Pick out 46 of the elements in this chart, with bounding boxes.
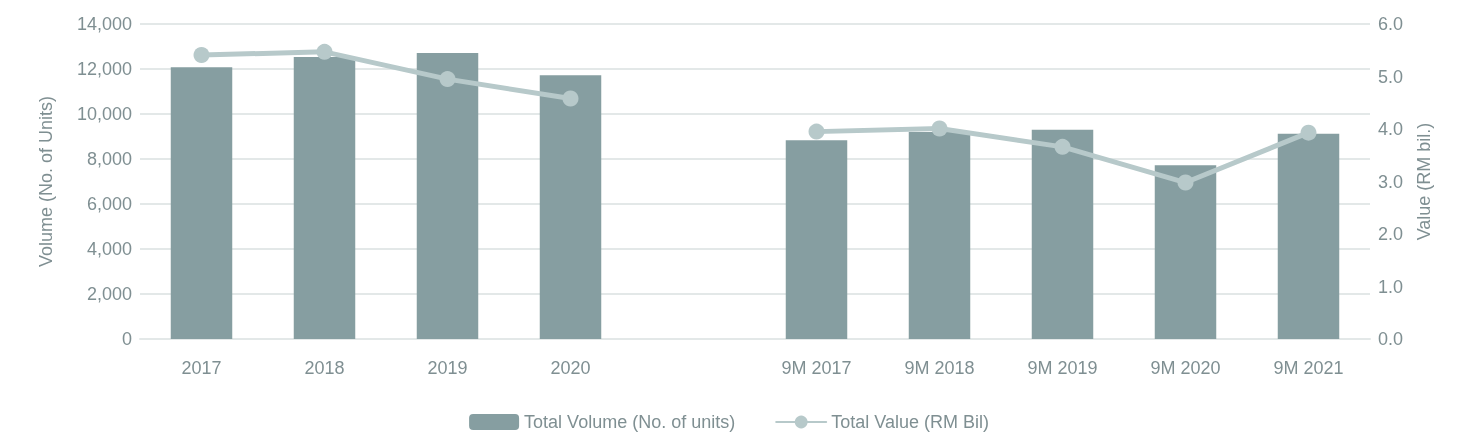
bar xyxy=(539,75,602,339)
y2-tick-label: 0.0 xyxy=(1378,329,1404,349)
y-tick-label: 2,000 xyxy=(86,284,132,304)
bar xyxy=(416,53,479,339)
point xyxy=(808,123,825,140)
point xyxy=(562,90,579,107)
y-tick-label: 14,000 xyxy=(76,14,132,34)
point xyxy=(316,43,333,60)
y2-tick-label: 6.0 xyxy=(1378,14,1404,34)
x-tick-label: 9M 2019 xyxy=(1027,358,1098,378)
bar xyxy=(1154,165,1217,339)
point xyxy=(193,46,210,63)
legend-label: Total Volume (No. of units) xyxy=(524,412,736,432)
x-tick-label: 2018 xyxy=(304,358,345,378)
y-tick-label: 8,000 xyxy=(86,149,132,169)
y2-tick-label: 5.0 xyxy=(1378,66,1404,87)
x-tick-label: 2019 xyxy=(427,358,468,378)
x-tick-label: 9M 2021 xyxy=(1273,358,1344,378)
point xyxy=(1054,138,1071,155)
bar xyxy=(1277,133,1340,339)
y2-axis-title: Value (RM bil.) xyxy=(1414,122,1434,241)
point xyxy=(1300,124,1317,141)
point xyxy=(931,120,948,137)
y-tick-label: 0 xyxy=(121,329,132,349)
y2-tick-label: 2.0 xyxy=(1378,224,1404,244)
x-tick-label: 9M 2018 xyxy=(904,358,975,378)
legend-label: Total Value (RM Bil) xyxy=(831,412,989,432)
y2-tick-label: 4.0 xyxy=(1378,119,1404,139)
y-axis-title: Volume (No. of Units) xyxy=(36,95,56,268)
y2-tick-label: 1.0 xyxy=(1378,276,1404,297)
x-tick-label: 9M 2017 xyxy=(781,358,852,378)
x-tick-label: 2020 xyxy=(550,358,591,378)
y-tick-label: 4,000 xyxy=(86,239,132,259)
y-tick-label: 12,000 xyxy=(76,59,132,79)
y2-tick-label: 3.0 xyxy=(1378,171,1404,192)
point xyxy=(439,71,456,88)
bar xyxy=(1031,129,1094,339)
bar xyxy=(170,67,233,339)
bar xyxy=(908,132,971,339)
x-tick-label: 2017 xyxy=(181,358,222,378)
x-tick-label: 9M 2020 xyxy=(1150,358,1221,378)
point xyxy=(1177,174,1194,191)
y-tick-label: 10,000 xyxy=(76,104,132,124)
bar xyxy=(293,57,356,339)
bar xyxy=(785,140,848,339)
y-tick-label: 6,000 xyxy=(86,194,132,214)
